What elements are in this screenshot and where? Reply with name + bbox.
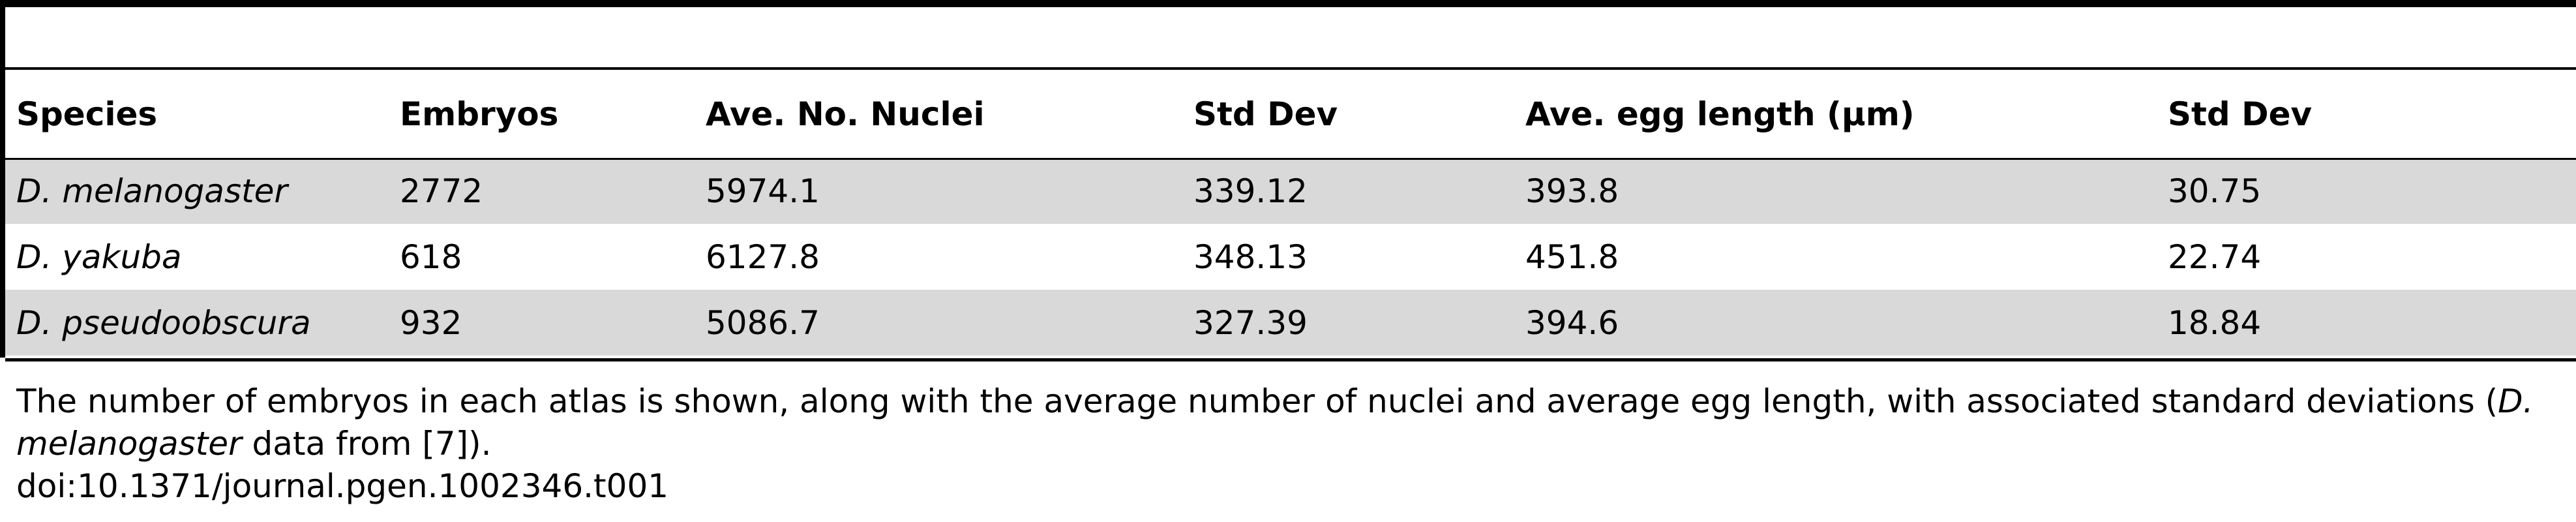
column-header-egg-std-dev: Std Dev (2168, 95, 2313, 133)
cell-species: D. pseudoobscura (5, 290, 389, 356)
table-row: D. yakuba 618 6127.8 348.13 451.8 22.74 (5, 224, 2576, 290)
table-row: D. pseudoobscura 932 5086.7 327.39 394.6… (5, 290, 2576, 356)
cell-embryos: 2772 (389, 158, 695, 224)
footnote-doi: doi:10.1371/journal.pgen.1002346.t001 (16, 467, 669, 505)
cell-species: D. yakuba (16, 238, 182, 276)
table-footnote: The number of embryos in each atlas is s… (16, 380, 2569, 508)
footnote-caption: The number of embryos in each atlas is s… (16, 380, 2569, 465)
footnote-text-after: data from [7]). (241, 425, 492, 463)
cell-egg-length: 393.8 (1514, 158, 2157, 224)
header-bottom-rule (5, 158, 2576, 160)
cell-ave-nuclei: 5086.7 (695, 290, 1182, 356)
cell-egg-std-dev: 30.75 (2157, 158, 2576, 224)
footnote-text-before: The number of embryos in each atlas is s… (16, 382, 2498, 420)
footnote-species: D. melanogaster (16, 382, 2534, 463)
cell-nuclei-std-dev: 339.12 (1182, 158, 1514, 224)
cell-ave-nuclei: 5974.1 (695, 158, 1182, 224)
column-header-ave-nuclei: Ave. No. Nuclei (706, 95, 985, 133)
cell-egg-length: 394.6 (1514, 290, 2157, 356)
table-row: D. melanogaster 2772 5974.1 339.12 393.8… (5, 158, 2576, 224)
cell-nuclei-std-dev: 348.13 (1193, 238, 1308, 276)
cell-species: D. melanogaster (5, 158, 389, 224)
column-header-species: Species (16, 95, 158, 133)
table-header-row: Species Embryos Ave. No. Nuclei Std Dev … (5, 70, 2576, 158)
column-header-egg-length: Ave. egg length (μm) (1525, 95, 1915, 133)
cell-embryos: 932 (389, 290, 695, 356)
table-bottom-rule (5, 358, 2576, 361)
header-top-rule (5, 67, 2576, 70)
table-top-rule (0, 0, 2576, 7)
cell-egg-std-dev: 18.84 (2157, 290, 2576, 356)
cell-nuclei-std-dev: 327.39 (1182, 290, 1514, 356)
cell-embryos: 618 (400, 238, 462, 276)
table-left-rule (0, 0, 5, 358)
cell-egg-std-dev: 22.74 (2168, 238, 2262, 276)
cell-ave-nuclei: 6127.8 (706, 238, 820, 276)
column-header-embryos: Embryos (400, 95, 559, 133)
cell-egg-length: 451.8 (1525, 238, 1619, 276)
column-header-nuclei-std-dev: Std Dev (1193, 95, 1338, 133)
data-table: Species Embryos Ave. No. Nuclei Std Dev … (5, 70, 2576, 356)
